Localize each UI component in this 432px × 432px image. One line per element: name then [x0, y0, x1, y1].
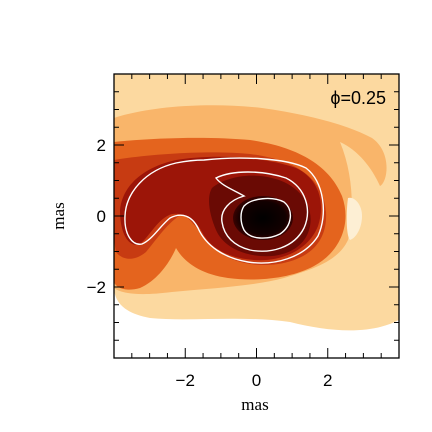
core [233, 196, 293, 240]
x-tick-label: 2 [323, 371, 332, 390]
y-axis-title: mas [49, 202, 68, 229]
contour-inner [240, 197, 291, 239]
x-tick-label: 0 [252, 371, 261, 390]
x-tick-labels: −2 0 2 [176, 371, 333, 390]
x-tick-label: −2 [176, 371, 195, 390]
contour-outer [124, 157, 325, 264]
contour-middle [214, 171, 309, 252]
x-axis-title: mas [241, 395, 268, 414]
y-tick-label: 2 [97, 136, 106, 155]
y-tick-label: 0 [97, 207, 106, 226]
y-tick-labels: 2 0 −2 [87, 136, 106, 297]
plot-area [114, 74, 399, 358]
contour-lines [124, 157, 325, 264]
east-knot [346, 197, 362, 240]
axis-ticks [114, 74, 399, 358]
y-tick-label: −2 [87, 278, 106, 297]
phase-annotation: ϕ=0.25 [330, 88, 386, 108]
